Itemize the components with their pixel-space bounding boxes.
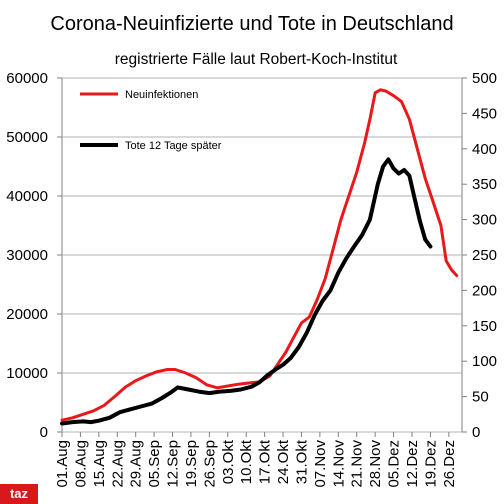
x-tick-label: 12.Sep (165, 440, 182, 488)
x-tick-label: 22.Aug (109, 440, 126, 488)
y-left-tick-label: 40000 (6, 188, 48, 205)
y-right-tick-label: 0 (472, 424, 480, 441)
series-line-1 (60, 88, 459, 422)
y-right-tick-label: 350 (472, 176, 497, 193)
y-right-tick-label: 50 (472, 389, 489, 406)
x-tick-label: 12.Dez (404, 440, 421, 488)
x-tick-label: 01.Aug (54, 440, 71, 488)
legend-label-2: Tote 12 Tage später (125, 140, 222, 152)
legend-label-1: Neuinfektionen (125, 89, 198, 101)
y-left-tick-label: 30000 (6, 247, 48, 264)
y-right-tick-label: 300 (472, 212, 497, 229)
y-left-tick-label: 50000 (6, 129, 48, 146)
x-tick-label: 07.Nov (312, 440, 329, 488)
y-left-tick-label: 0 (40, 424, 48, 441)
y-right-tick-label: 500 (472, 70, 497, 87)
y-right-tick-label: 400 (472, 141, 497, 158)
x-tick-label: 19.Sep (183, 440, 200, 488)
x-tick-label: 15.Aug (91, 440, 108, 488)
x-tick-label: 28.Nov (367, 440, 384, 488)
x-axis: 01.Aug 08.Aug 15.Aug 22.Aug 29.Aug 05.Sep 12.S… (54, 432, 458, 488)
x-tick-label: 03.Okt (220, 439, 237, 484)
y-left-tick-label: 20000 (6, 306, 48, 323)
taz-logo: taz (0, 484, 38, 504)
right-axis: 0 50 100 150 200 250 300 350 400 450 500 (462, 70, 497, 441)
x-tick-label: 19.Dez (422, 440, 439, 488)
x-tick-label: 26.Dez (441, 440, 458, 488)
x-tick-label: 17.Okt (257, 439, 274, 484)
y-right-tick-label: 200 (472, 282, 497, 299)
x-tick-label: 31.Okt (293, 439, 310, 484)
x-tick-label: 26.Sep (201, 440, 218, 488)
y-right-tick-label: 150 (472, 318, 497, 335)
y-right-tick-label: 250 (472, 247, 497, 264)
left-axis: 0 10000 20000 30000 40000 50000 60000 (6, 70, 62, 441)
x-tick-label: 21.Nov (349, 440, 366, 488)
x-tick-label: 14.Nov (330, 440, 347, 488)
chart-title: Corona-Neuinfizierte und Tote in Deutsch… (50, 13, 453, 35)
grid (61, 77, 463, 433)
x-tick-label: 05.Dez (386, 440, 403, 488)
y-left-tick-label: 60000 (6, 70, 48, 87)
y-left-tick-label: 10000 (6, 365, 48, 382)
x-tick-label: 29.Aug (128, 440, 145, 488)
x-tick-label: 08.Aug (72, 440, 89, 488)
x-tick-label: 24.Okt (275, 439, 292, 484)
series-line-2 (60, 157, 433, 426)
x-tick-label: 05.Sep (146, 440, 163, 488)
series-group (60, 88, 459, 426)
x-tick-label: 10.Okt (238, 439, 255, 484)
legend: Neuinfektionen Tote 12 Tage später (80, 89, 222, 152)
y-right-tick-label: 100 (472, 353, 497, 370)
chart-subtitle: registrierte Fälle laut Robert-Koch-Inst… (115, 51, 398, 68)
y-right-tick-label: 450 (472, 105, 497, 122)
